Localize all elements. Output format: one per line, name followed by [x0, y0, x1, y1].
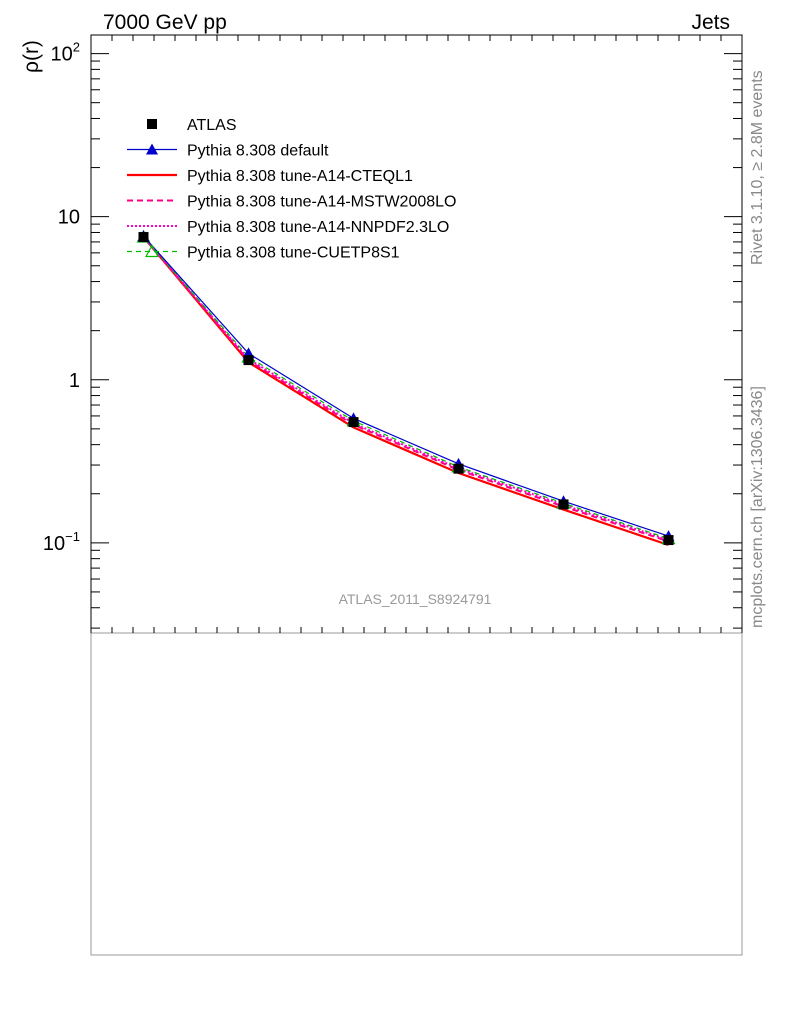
legend-label-cuetp8s1: Pythia 8.308 tune-CUETP8S1: [187, 245, 400, 262]
rivet-label: Rivet 3.1.10, ≥ 2.8M events: [749, 70, 766, 265]
analysis-label: ATLAS_2011_S8924791: [339, 591, 492, 607]
data-point-atlas: [348, 417, 359, 428]
header-left-title: 7000 GeV pp: [103, 11, 227, 34]
series-layer: [136, 229, 676, 547]
data-point-atlas: [453, 463, 464, 474]
ratio-panel-frame: [90, 632, 743, 956]
data-point-atlas: [663, 535, 674, 546]
header-right-title: Jets: [691, 11, 730, 34]
legend-label-atlas: ATLAS: [187, 117, 237, 134]
series-line-cuetp8s1: [143, 236, 669, 540]
data-point-atlas: [243, 355, 254, 366]
legend-label-mstw: Pythia 8.308 tune-A14-MSTW2008LO: [187, 194, 456, 211]
data-point-atlas: [138, 232, 149, 243]
y-tick-label: 10: [58, 207, 80, 229]
series-line-cteql1: [142, 236, 669, 547]
y-tick-label: 10−1: [43, 529, 80, 555]
y-tick-labels: 10−1 1 10 102: [43, 40, 80, 555]
legend-marker-atlas: [147, 119, 157, 129]
data-point-atlas: [558, 499, 569, 510]
series-line-mstw: [142, 236, 669, 543]
legend-label-nnpdf: Pythia 8.308 tune-A14-NNPDF2.3LO: [187, 219, 449, 236]
y-tick-label: 1: [69, 370, 80, 392]
series-line-default: [143, 235, 669, 537]
legend-marker-cuetp8s1: [144, 244, 160, 258]
legend-marker-default: [146, 143, 158, 155]
mcplots-label: mcplots.cern.ch [arXiv:1306.3436]: [749, 386, 766, 628]
y-axis-label: ρ(r): [20, 40, 43, 73]
legend-label-default: Pythia 8.308 default: [187, 143, 329, 160]
axis-ticks: [90, 35, 743, 633]
y-tick-label: 102: [51, 40, 80, 66]
series-line-nnpdf: [142, 236, 669, 542]
legend: ATLAS Pythia 8.308 default Pythia 8.308 tu…: [127, 117, 456, 262]
legend-label-cteql1: Pythia 8.308 tune-A14-CTEQL1: [187, 168, 413, 185]
